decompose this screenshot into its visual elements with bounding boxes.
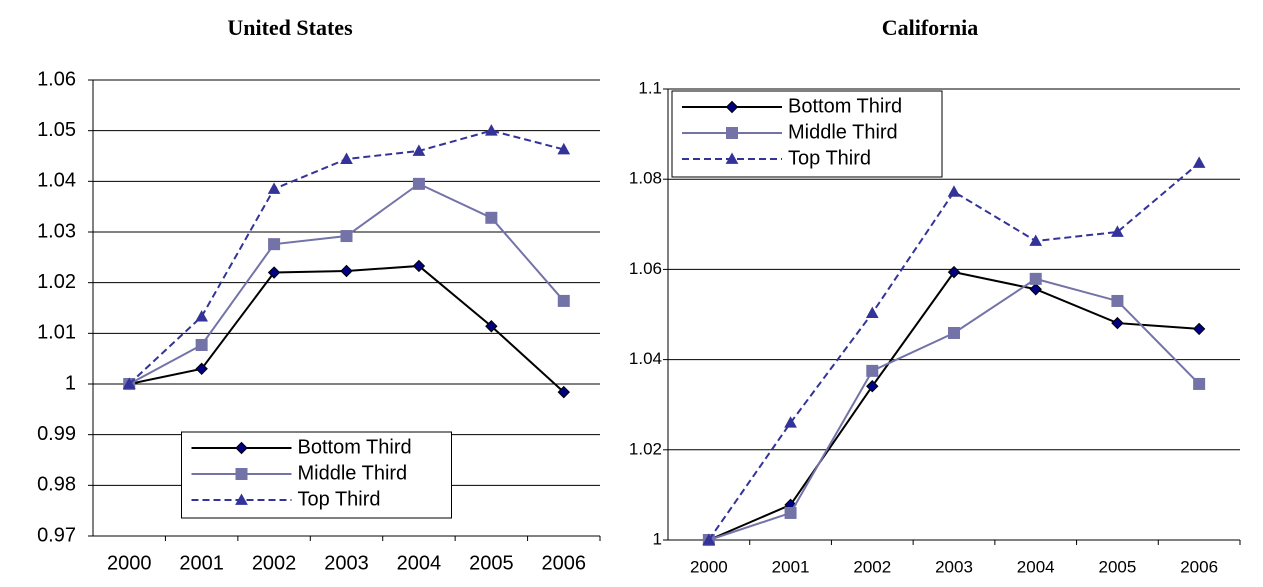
marker [412, 259, 426, 273]
legend-label: Bottom Third [788, 95, 902, 117]
marker [726, 127, 738, 139]
marker [557, 385, 570, 399]
marker [947, 185, 961, 197]
marker [235, 441, 248, 455]
marker [866, 380, 879, 393]
marker [725, 100, 739, 114]
marker [557, 294, 570, 307]
series-line [708, 277, 1200, 541]
marker [1193, 377, 1206, 390]
marker [195, 338, 208, 351]
chart-title: California [882, 15, 979, 40]
y-tick-label: 1.03 [37, 220, 76, 242]
marker [195, 310, 208, 322]
marker [1111, 316, 1124, 330]
x-tick-label: 2001 [179, 552, 224, 574]
marker [485, 320, 498, 333]
marker [1192, 156, 1206, 168]
marker [1192, 322, 1206, 336]
series-line [128, 182, 565, 385]
y-tick-label: 1.04 [629, 349, 662, 368]
y-tick-label: 0.99 [37, 423, 76, 445]
legend-label: Top Third [298, 488, 381, 510]
series-line [708, 162, 1200, 541]
x-tick-label: 2003 [324, 552, 369, 574]
marker [340, 230, 353, 243]
y-tick-label: 0.97 [37, 524, 76, 546]
marker [485, 211, 498, 224]
y-tick-label: 1.05 [37, 119, 76, 141]
marker [702, 533, 716, 545]
marker [412, 177, 425, 190]
legend-label: Middle Third [788, 121, 898, 143]
legend-label: Middle Third [298, 462, 408, 484]
marker [866, 364, 879, 377]
x-tick-label: 2006 [542, 552, 587, 574]
series-line [129, 264, 565, 393]
marker [485, 124, 498, 136]
y-tick-label: 1 [653, 529, 662, 548]
y-tick-label: 1.08 [629, 169, 662, 188]
x-tick-label: 2005 [1099, 557, 1137, 576]
marker [725, 152, 739, 164]
chart-panel: United States 0.97 0.98 0.99 1 1.01 1.02 1.03 1.… [37, 15, 601, 574]
marker [1111, 225, 1124, 237]
legend-label: Bottom Third [298, 436, 412, 458]
series-line [128, 129, 565, 385]
x-tick-label: 2004 [1017, 557, 1055, 576]
marker [948, 326, 960, 339]
marker [412, 144, 426, 156]
marker [267, 182, 281, 194]
marker [235, 493, 248, 505]
marker [267, 266, 281, 279]
marker [268, 238, 281, 251]
y-tick-label: 1.1 [638, 78, 662, 97]
x-tick-label: 2005 [469, 552, 514, 574]
marker [1029, 234, 1043, 246]
marker [557, 142, 571, 155]
legend-label: Top Third [788, 147, 871, 169]
marker [1029, 272, 1042, 285]
x-tick-label: 2001 [772, 557, 810, 576]
series-line [708, 270, 1200, 541]
x-tick-label: 2003 [935, 557, 973, 576]
chart-panel: California 1 1.02 1.04 1.06 1.08 1.1 2000 2001 20… [629, 15, 1241, 576]
y-tick-label: 1 [65, 372, 76, 394]
y-tick-label: 1.04 [37, 170, 76, 192]
x-tick-label: 2000 [107, 552, 152, 574]
y-tick-label: 1.02 [37, 271, 76, 293]
marker [947, 265, 961, 279]
marker [1111, 294, 1124, 307]
x-tick-label: 2002 [252, 552, 297, 574]
marker [235, 468, 248, 480]
marker [784, 416, 797, 428]
marker [195, 362, 208, 376]
marker [122, 377, 136, 389]
y-tick-label: 0.98 [37, 474, 76, 496]
y-tick-label: 1.02 [629, 439, 662, 458]
x-tick-label: 2000 [690, 557, 728, 576]
y-tick-label: 1.01 [37, 322, 76, 344]
y-tick-label: 1.06 [629, 259, 662, 278]
x-tick-label: 2004 [397, 552, 442, 574]
marker [340, 264, 353, 278]
marker [784, 506, 797, 519]
y-tick-label: 1.06 [37, 68, 76, 90]
marker [1029, 283, 1042, 296]
marker [340, 152, 353, 164]
marker [865, 306, 879, 319]
legend: Bottom Third Middle Third Top Third [181, 431, 452, 519]
x-tick-label: 2006 [1180, 557, 1218, 576]
chart-title: United States [227, 15, 353, 40]
legend: Bottom Third Middle Third Top Third [671, 90, 943, 178]
x-tick-label: 2002 [853, 557, 891, 576]
